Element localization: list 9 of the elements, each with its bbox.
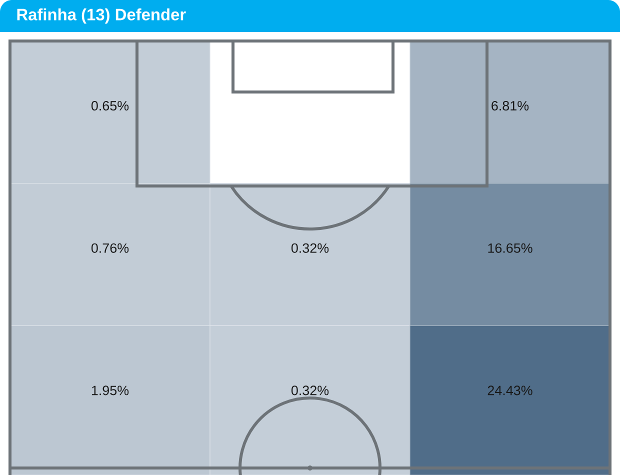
data-label: 24.43% (488, 386, 532, 396)
data-label: 6.81% (492, 101, 529, 111)
data-label: 1.95% (92, 386, 129, 396)
data-label: 0.32% (291, 386, 329, 396)
data-label: 0.65% (91, 101, 129, 111)
data-label: 0.76% (91, 243, 129, 253)
data-label: 16.65% (488, 243, 532, 253)
data-label: 0.32% (291, 243, 329, 253)
text: Rafinha (13) Defender (17, 8, 186, 24)
